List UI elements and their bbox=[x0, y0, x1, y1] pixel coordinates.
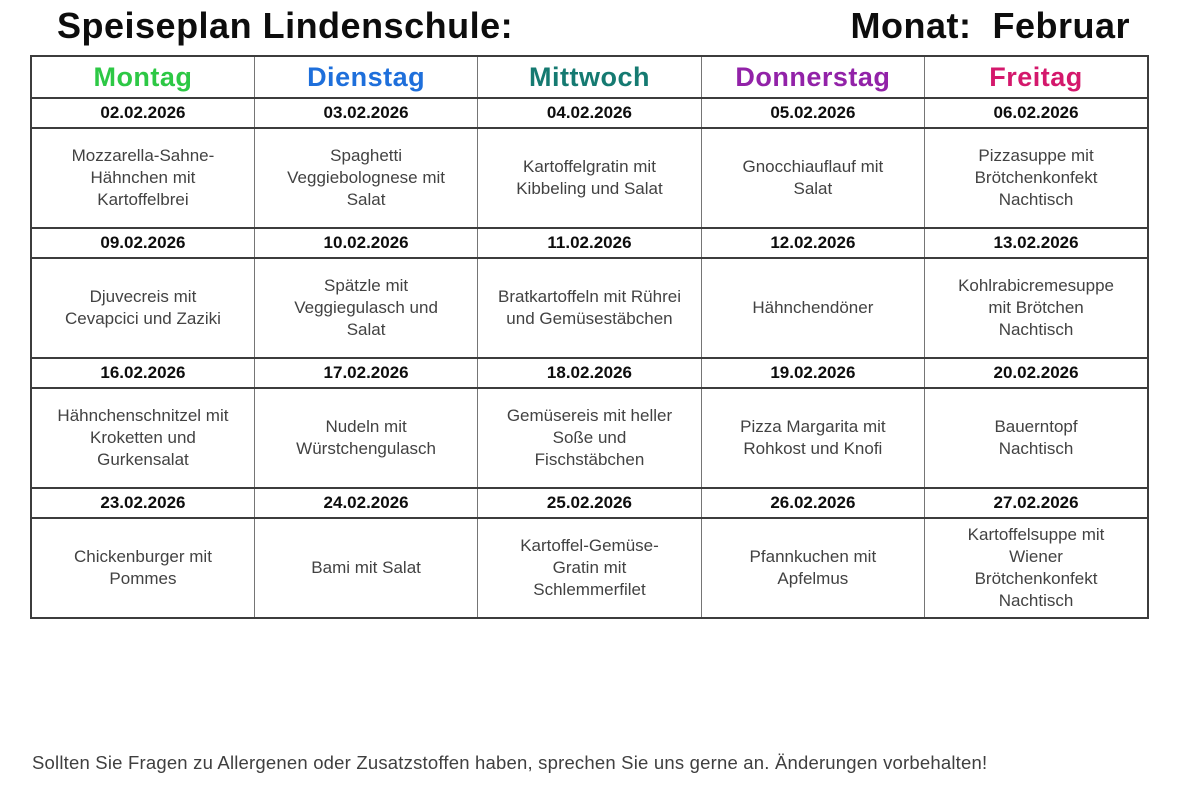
titlebar: Speiseplan Lindenschule: Monat: Februar bbox=[57, 2, 1130, 50]
date-cell-w2-freitag: 13.02.2026 bbox=[924, 227, 1150, 259]
date-row-week1: 02.02.2026 03.02.2026 04.02.2026 05.02.2… bbox=[29, 97, 1150, 129]
date-cell-w1-mittwoch: 04.02.2026 bbox=[477, 97, 702, 129]
day-header-freitag: Freitag bbox=[924, 55, 1150, 99]
meal-cell-w1-donnerstag: Gnocchiauflauf mit Salat bbox=[700, 127, 926, 229]
meal-cell-w4-dienstag: Bami mit Salat bbox=[253, 517, 479, 619]
date-cell-w4-donnerstag: 26.02.2026 bbox=[700, 487, 926, 519]
date-cell-w3-donnerstag: 19.02.2026 bbox=[700, 357, 926, 389]
meal-cell-w4-montag: Chickenburger mit Pommes bbox=[29, 517, 255, 619]
date-cell-w2-mittwoch: 11.02.2026 bbox=[477, 227, 702, 259]
meal-plan-table: Montag Dienstag Mittwoch Donnerstag Frei… bbox=[29, 55, 1150, 619]
meal-cell-w2-mittwoch: Bratkartoffeln mit Rührei und Gemüsestäb… bbox=[477, 257, 702, 359]
meal-cell-w3-dienstag: Nudeln mit Würstchengulasch bbox=[253, 387, 479, 489]
date-cell-w1-dienstag: 03.02.2026 bbox=[253, 97, 479, 129]
day-header-donnerstag: Donnerstag bbox=[700, 55, 926, 99]
date-cell-w3-mittwoch: 18.02.2026 bbox=[477, 357, 702, 389]
date-cell-w3-montag: 16.02.2026 bbox=[29, 357, 255, 389]
meal-row-week1: Mozzarella-Sahne- Hähnchen mit Kartoffel… bbox=[29, 127, 1150, 229]
meal-cell-w4-freitag: Kartoffelsuppe mit Wiener Brötchenkonfek… bbox=[924, 517, 1150, 619]
meal-row-week2: Djuvecreis mit Cevapcici und Zaziki Spät… bbox=[29, 257, 1150, 359]
meal-cell-w1-mittwoch: Kartoffelgratin mit Kibbeling und Salat bbox=[477, 127, 702, 229]
allergen-note: Sollten Sie Fragen zu Allergenen oder Zu… bbox=[32, 752, 988, 773]
meal-cell-w3-donnerstag: Pizza Margarita mit Rohkost und Knofi bbox=[700, 387, 926, 489]
month-label: Monat: Februar bbox=[850, 5, 1130, 46]
date-cell-w1-montag: 02.02.2026 bbox=[29, 97, 255, 129]
date-cell-w1-freitag: 06.02.2026 bbox=[924, 97, 1150, 129]
meal-cell-w3-freitag: Bauerntopf Nachtisch bbox=[924, 387, 1150, 489]
meal-row-week4: Chickenburger mit Pommes Bami mit Salat … bbox=[29, 517, 1150, 619]
date-cell-w2-donnerstag: 12.02.2026 bbox=[700, 227, 926, 259]
meal-cell-w1-dienstag: Spaghetti Veggiebolognese mit Salat bbox=[253, 127, 479, 229]
date-row-week3: 16.02.2026 17.02.2026 18.02.2026 19.02.2… bbox=[29, 357, 1150, 389]
meal-cell-w3-mittwoch: Gemüsereis mit heller Soße und Fischstäb… bbox=[477, 387, 702, 489]
date-cell-w4-freitag: 27.02.2026 bbox=[924, 487, 1150, 519]
meal-cell-w2-donnerstag: Hähnchendöner bbox=[700, 257, 926, 359]
date-row-week2: 09.02.2026 10.02.2026 11.02.2026 12.02.2… bbox=[29, 227, 1150, 259]
meal-cell-w1-freitag: Pizzasuppe mit Brötchenkonfekt Nachtisch bbox=[924, 127, 1150, 229]
day-header-montag: Montag bbox=[29, 55, 255, 99]
meal-cell-w2-dienstag: Spätzle mit Veggiegulasch und Salat bbox=[253, 257, 479, 359]
meal-cell-w4-donnerstag: Pfannkuchen mit Apfelmus bbox=[700, 517, 926, 619]
meal-cell-w2-montag: Djuvecreis mit Cevapcici und Zaziki bbox=[29, 257, 255, 359]
meal-cell-w1-montag: Mozzarella-Sahne- Hähnchen mit Kartoffel… bbox=[29, 127, 255, 229]
date-cell-w3-freitag: 20.02.2026 bbox=[924, 357, 1150, 389]
day-header-mittwoch: Mittwoch bbox=[477, 55, 702, 99]
date-cell-w3-dienstag: 17.02.2026 bbox=[253, 357, 479, 389]
date-cell-w2-dienstag: 10.02.2026 bbox=[253, 227, 479, 259]
date-cell-w4-montag: 23.02.2026 bbox=[29, 487, 255, 519]
meal-row-week3: Hähnchenschnitzel mit Kroketten und Gurk… bbox=[29, 387, 1150, 489]
meal-cell-w4-mittwoch: Kartoffel-Gemüse- Gratin mit Schlemmerfi… bbox=[477, 517, 702, 619]
date-cell-w4-dienstag: 24.02.2026 bbox=[253, 487, 479, 519]
date-row-week4: 23.02.2026 24.02.2026 25.02.2026 26.02.2… bbox=[29, 487, 1150, 519]
date-cell-w2-montag: 09.02.2026 bbox=[29, 227, 255, 259]
day-header-dienstag: Dienstag bbox=[253, 55, 479, 99]
meal-cell-w3-montag: Hähnchenschnitzel mit Kroketten und Gurk… bbox=[29, 387, 255, 489]
meal-cell-w2-freitag: Kohlrabicremesuppe mit Brötchen Nachtisc… bbox=[924, 257, 1150, 359]
day-header-row: Montag Dienstag Mittwoch Donnerstag Frei… bbox=[29, 55, 1150, 99]
page-title: Speiseplan Lindenschule: bbox=[57, 5, 514, 46]
date-cell-w4-mittwoch: 25.02.2026 bbox=[477, 487, 702, 519]
date-cell-w1-donnerstag: 05.02.2026 bbox=[700, 97, 926, 129]
